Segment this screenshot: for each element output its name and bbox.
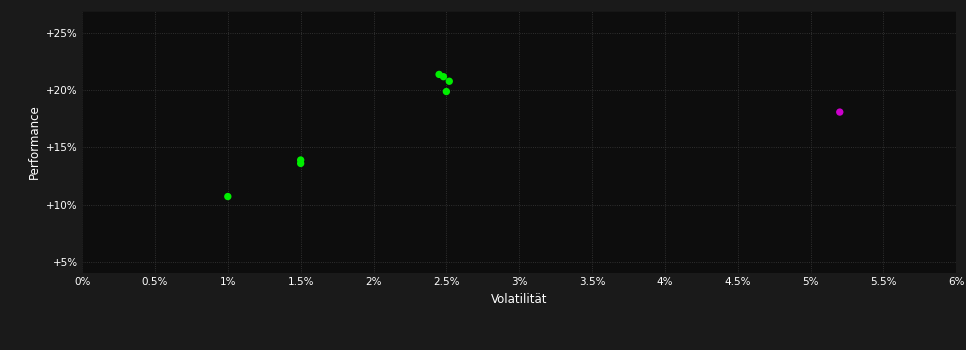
Y-axis label: Performance: Performance <box>28 104 41 179</box>
Point <box>432 72 447 77</box>
Point <box>832 109 847 115</box>
Point <box>293 157 308 163</box>
Point <box>293 161 308 166</box>
Point <box>436 74 451 79</box>
X-axis label: Volatilität: Volatilität <box>491 293 548 306</box>
Point <box>220 194 236 199</box>
Point <box>439 89 454 95</box>
Point <box>441 78 457 84</box>
